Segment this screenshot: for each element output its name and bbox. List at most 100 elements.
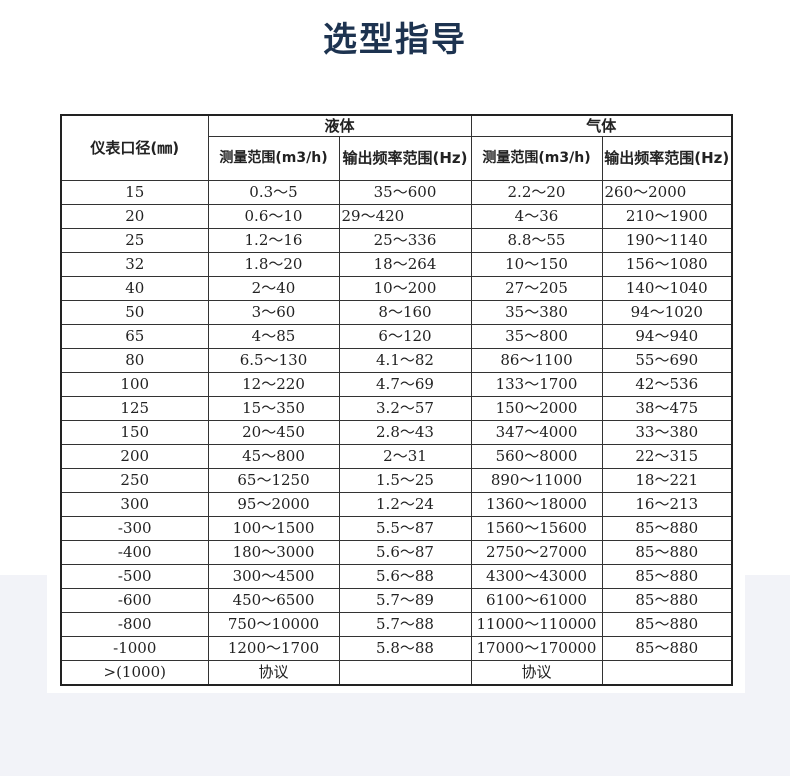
cell-gas-range: 1360～18000: [470, 492, 603, 517]
cell-gas-freq: 85～880: [601, 564, 733, 589]
cell-gas-range: 4300～43000: [470, 564, 603, 589]
cell-liquid-freq: 25～336: [338, 228, 472, 253]
cell-gas-freq: 190～1140: [601, 228, 733, 253]
cell-size: 15: [60, 180, 209, 205]
cell-liquid-range: 65～1250: [207, 468, 340, 493]
header-size: 仪表口径(㎜): [60, 114, 209, 181]
cell-gas-freq: 94～940: [601, 324, 733, 349]
cell-liquid-range: 1200～1700: [207, 636, 340, 661]
cell-gas-freq: 18～221: [601, 468, 733, 493]
cell-gas-range: 8.8～55: [470, 228, 603, 253]
cell-gas-freq: 85～880: [601, 612, 733, 637]
cell-gas-freq: 210～1900: [601, 204, 733, 229]
cell-liquid-freq: 8～160: [338, 300, 472, 325]
table-row: 20 0.6～10 29～420 4～36 210～1900: [60, 204, 733, 229]
table-row: 25 1.2～16 25～336 8.8～55 190～1140: [60, 228, 733, 253]
cell-gas-range: 6100～61000: [470, 588, 603, 613]
cell-liquid-freq: 5.6～88: [338, 564, 472, 589]
cell-liquid-range: 0.6～10: [207, 204, 340, 229]
header-gas-range: 测量范围(m3/h): [470, 136, 603, 181]
table-row: -800 750～10000 5.7～88 11000～110000 85～880: [60, 612, 733, 637]
table-row: -500 300～4500 5.6～88 4300～43000 85～880: [60, 564, 733, 589]
cell-gas-range: 35～800: [470, 324, 603, 349]
cell-liquid-range: 45～800: [207, 444, 340, 469]
cell-size: 250: [60, 468, 209, 493]
cell-gas-freq: [601, 660, 733, 686]
header-liquid-freq: 输出频率范围(Hz): [338, 136, 472, 181]
cell-gas-range: 150～2000: [470, 396, 603, 421]
cell-liquid-freq: 1.5～25: [338, 468, 472, 493]
cell-size: 100: [60, 372, 209, 397]
cell-gas-range: 560～8000: [470, 444, 603, 469]
cell-size: 300: [60, 492, 209, 517]
cell-liquid-range: 1.8～20: [207, 252, 340, 277]
cell-gas-freq: 16～213: [601, 492, 733, 517]
table-row: >(1000) 协议 协议: [60, 660, 733, 686]
cell-gas-freq: 33～380: [601, 420, 733, 445]
cell-liquid-range: 750～10000: [207, 612, 340, 637]
table-row: -600 450～6500 5.7～89 6100～61000 85～880: [60, 588, 733, 613]
cell-size: -800: [60, 612, 209, 637]
cell-size: 125: [60, 396, 209, 421]
cell-gas-range: 10～150: [470, 252, 603, 277]
cell-gas-range: 协议: [470, 660, 603, 686]
cell-gas-range: 347～4000: [470, 420, 603, 445]
table-row: 300 95～2000 1.2～24 1360～18000 16～213: [60, 492, 733, 517]
cell-gas-range: 27～205: [470, 276, 603, 301]
cell-liquid-freq: 1.2～24: [338, 492, 472, 517]
cell-liquid-freq: 10～200: [338, 276, 472, 301]
table-row: 32 1.8～20 18～264 10～150 156～1080: [60, 252, 733, 277]
cell-size: -300: [60, 516, 209, 541]
cell-liquid-freq: 18～264: [338, 252, 472, 277]
cell-liquid-freq: 5.7～89: [338, 588, 472, 613]
cell-gas-freq: 94～1020: [601, 300, 733, 325]
cell-liquid-freq: 2～31: [338, 444, 472, 469]
cell-gas-range: 1560～15600: [470, 516, 603, 541]
cell-liquid-range: 20～450: [207, 420, 340, 445]
header-liquid: 液体: [207, 114, 472, 137]
cell-size: 200: [60, 444, 209, 469]
cell-gas-range: 133～1700: [470, 372, 603, 397]
cell-gas-freq: 22～315: [601, 444, 733, 469]
table-row: 80 6.5～130 4.1～82 86～1100 55～690: [60, 348, 733, 373]
selection-table: 仪表口径(㎜) 液体 气体 测量范围(m3/h) 输出频率范围(Hz) 测量范围…: [60, 114, 733, 686]
cell-liquid-freq: 5.6～87: [338, 540, 472, 565]
cell-liquid-range: 协议: [207, 660, 340, 686]
cell-liquid-freq: 2.8～43: [338, 420, 472, 445]
cell-size: 65: [60, 324, 209, 349]
cell-size: >(1000): [60, 660, 209, 686]
cell-gas-range: 890～11000: [470, 468, 603, 493]
cell-liquid-freq: 4.7～69: [338, 372, 472, 397]
cell-gas-range: 4～36: [470, 204, 603, 229]
cell-gas-freq: 156～1080: [601, 252, 733, 277]
table-row: -300 100～1500 5.5～87 1560～15600 85～880: [60, 516, 733, 541]
table-row: 65 4～85 6～120 35～800 94～940: [60, 324, 733, 349]
cell-size: -500: [60, 564, 209, 589]
cell-liquid-freq: 5.5～87: [338, 516, 472, 541]
cell-gas-freq: 260～2000: [601, 180, 733, 205]
cell-size: -1000: [60, 636, 209, 661]
cell-gas-range: 35～380: [470, 300, 603, 325]
cell-liquid-range: 6.5～130: [207, 348, 340, 373]
table-row: 125 15～350 3.2～57 150～2000 38～475: [60, 396, 733, 421]
cell-size: 32: [60, 252, 209, 277]
cell-size: 20: [60, 204, 209, 229]
cell-liquid-freq: 4.1～82: [338, 348, 472, 373]
table-row: 15 0.3～5 35～600 2.2～20 260～2000: [60, 180, 733, 205]
table-row: 40 2～40 10～200 27～205 140～1040: [60, 276, 733, 301]
cell-liquid-range: 12～220: [207, 372, 340, 397]
cell-liquid-range: 180～3000: [207, 540, 340, 565]
cell-gas-freq: 55～690: [601, 348, 733, 373]
cell-size: 25: [60, 228, 209, 253]
header-liquid-range: 测量范围(m3/h): [207, 136, 340, 181]
table-row: 150 20～450 2.8～43 347～4000 33～380: [60, 420, 733, 445]
table-row: -400 180～3000 5.6～87 2750～27000 85～880: [60, 540, 733, 565]
cell-liquid-freq: 3.2～57: [338, 396, 472, 421]
cell-gas-range: 11000～110000: [470, 612, 603, 637]
cell-liquid-range: 4～85: [207, 324, 340, 349]
table-row: -1000 1200～1700 5.8～88 17000～170000 85～880: [60, 636, 733, 661]
cell-gas-freq: 85～880: [601, 588, 733, 613]
cell-liquid-freq: 6～120: [338, 324, 472, 349]
cell-liquid-range: 450～6500: [207, 588, 340, 613]
cell-liquid-range: 2～40: [207, 276, 340, 301]
